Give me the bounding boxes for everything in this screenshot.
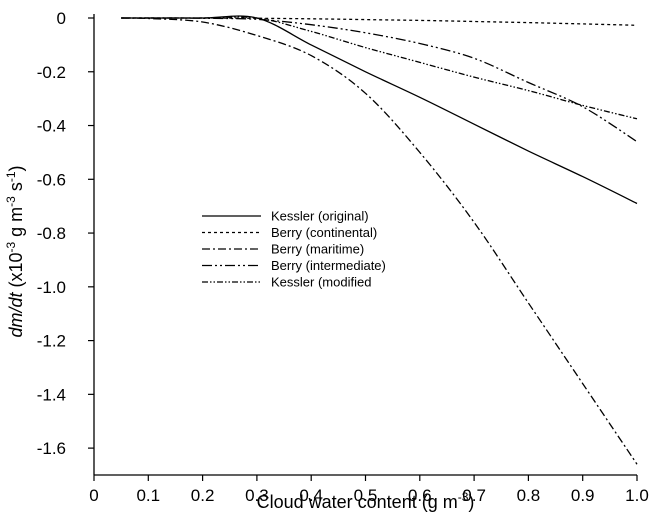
x-tick-label: 0.7 <box>462 486 486 505</box>
x-axis-title: Cloud water content (g m-3) <box>257 490 475 512</box>
x-tick-label: 0.8 <box>517 486 541 505</box>
x-tick-label: 0.9 <box>571 486 595 505</box>
y-ticks: 0 -0.2 -0.4 -0.6 -0.8 -1.0 -1.2 -1.4 -1.6 <box>37 9 94 458</box>
x-tick-label: 0 <box>89 486 98 505</box>
y-tick-label: 0 <box>57 9 66 28</box>
series-line-5 <box>121 16 638 120</box>
series-line-3 <box>121 17 638 465</box>
x-tick-label: 0.1 <box>136 486 160 505</box>
axes <box>93 14 637 476</box>
y-tick-label: -0.6 <box>37 170 66 189</box>
y-tick-label: -0.2 <box>37 63 66 82</box>
y-axis-title: dm/dt (x10-3 g m-3 s-1) <box>4 165 26 337</box>
legend-label-3: Berry (maritime) <box>271 242 364 257</box>
legend-label-4: Berry (intermediate) <box>271 258 386 273</box>
y-tick-label: -1.6 <box>37 439 66 458</box>
x-tick-label: 0.6 <box>408 486 432 505</box>
legend: Kessler (original)Berry (continental) Ber… <box>202 209 386 290</box>
y-tick-label: -1.0 <box>37 278 66 297</box>
series-layer <box>121 15 638 465</box>
legend-label-2: Berry (continental) <box>271 225 377 240</box>
series-line-2 <box>121 17 638 26</box>
y-tick-label: -1.4 <box>37 385 66 404</box>
series-line-1 <box>121 15 638 205</box>
legend-label-5: Kessler (modified <box>271 275 371 290</box>
x-tick-label: 0.5 <box>354 486 378 505</box>
legend-label-1: Kessler (original) <box>271 209 369 224</box>
x-tick-label: 0.3 <box>245 486 269 505</box>
y-tick-label: -0.8 <box>37 224 66 243</box>
x-tick-label: 1.0 <box>625 486 649 505</box>
y-tick-label: -1.2 <box>37 332 66 351</box>
y-tick-label: -0.4 <box>37 117 66 136</box>
x-ticks: 0 0.1 0.2 0.3 0.4 0.5 0.6 0.7 0.8 0.9 1.0 <box>89 475 649 505</box>
series-line-4 <box>121 17 638 143</box>
x-tick-label: 0.4 <box>299 486 323 505</box>
x-tick-label: 0.2 <box>191 486 215 505</box>
